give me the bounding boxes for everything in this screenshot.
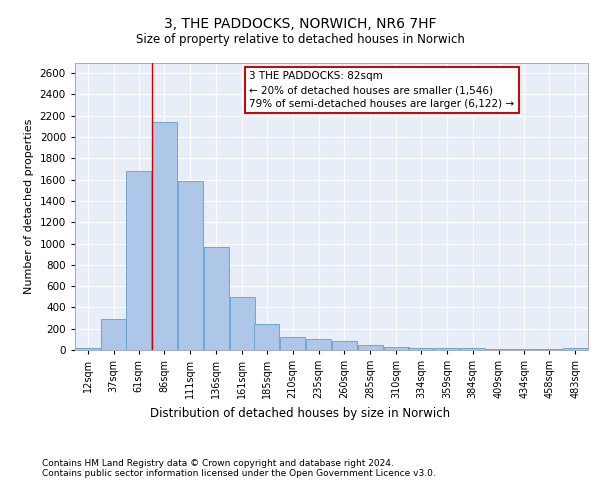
Bar (434, 348, 460, 350)
Text: Size of property relative to detached houses in Norwich: Size of property relative to detached ho… (136, 32, 464, 46)
Bar (358, 345, 383, 350)
Bar (383, 347, 409, 350)
Bar (332, 342, 357, 350)
Bar (76, 348, 100, 350)
Bar (126, 171, 151, 350)
Bar (152, 122, 177, 350)
Bar (486, 349, 511, 350)
Text: Contains public sector information licensed under the Open Government Licence v3: Contains public sector information licen… (42, 468, 436, 477)
Bar (409, 348, 433, 350)
Bar (101, 319, 127, 350)
Text: Distribution of detached houses by size in Norwich: Distribution of detached houses by size … (150, 408, 450, 420)
Y-axis label: Number of detached properties: Number of detached properties (24, 118, 34, 294)
Bar (563, 348, 587, 350)
Bar (512, 349, 537, 350)
Text: 3, THE PADDOCKS, NORWICH, NR6 7HF: 3, THE PADDOCKS, NORWICH, NR6 7HF (164, 18, 436, 32)
Bar (280, 337, 305, 350)
Bar (203, 246, 229, 350)
Text: 3 THE PADDOCKS: 82sqm
← 20% of detached houses are smaller (1,546)
79% of semi-d: 3 THE PADDOCKS: 82sqm ← 20% of detached … (250, 71, 515, 109)
Text: Contains HM Land Registry data © Crown copyright and database right 2024.: Contains HM Land Registry data © Crown c… (42, 458, 394, 468)
Bar (230, 297, 254, 350)
Bar (254, 324, 280, 350)
Bar (306, 340, 331, 350)
Bar (460, 348, 485, 350)
Bar (178, 180, 203, 350)
